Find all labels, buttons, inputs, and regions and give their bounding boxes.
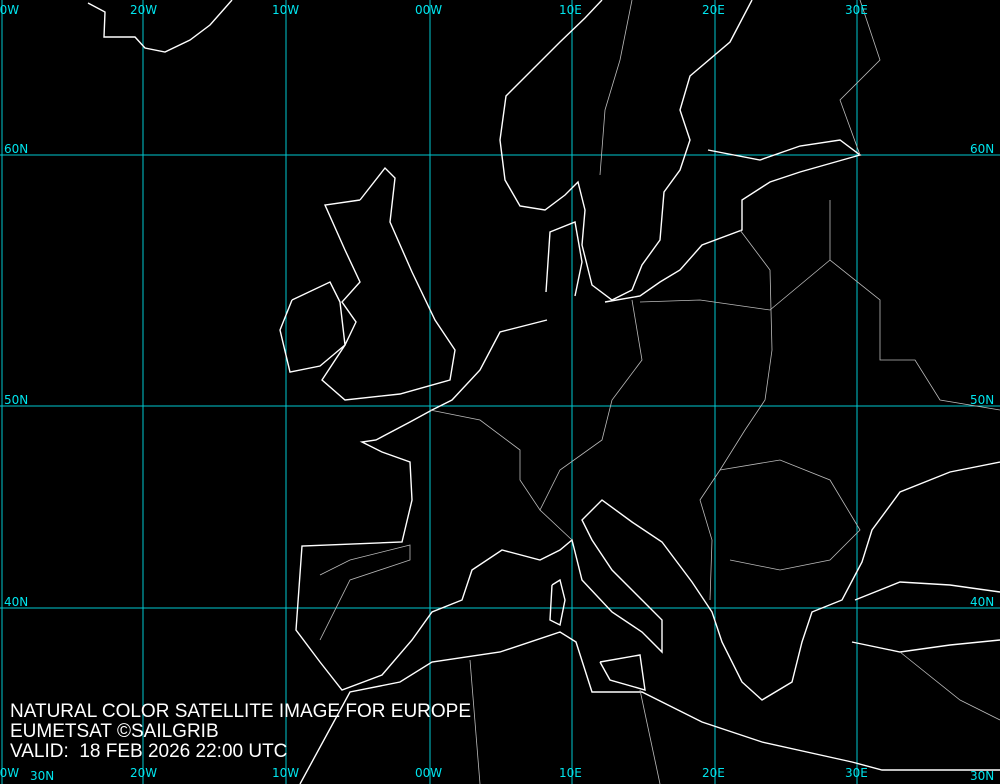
border-8	[719, 459, 861, 571]
coast-denmark	[545, 221, 583, 297]
border-12	[899, 651, 1000, 721]
lon-label-10e-top: 10E	[559, 3, 582, 17]
coast-turkey-south	[851, 639, 1000, 653]
border-7	[319, 544, 411, 641]
border-5	[829, 200, 1000, 411]
coastlines	[87, 0, 1000, 784]
border-3	[539, 299, 643, 541]
border-9	[639, 259, 831, 311]
lon-label-20e-top: 20E	[702, 3, 725, 17]
lat-label-30n-right: 30N	[970, 769, 995, 783]
coast-scandinavia	[499, 0, 753, 301]
borders	[319, 0, 1000, 784]
coast-britain	[321, 166, 456, 401]
lat-label-60n-left: 60N	[4, 142, 29, 156]
coast-sardinia-corsica	[549, 578, 566, 627]
lon-label-00w-bottom: 00W	[415, 766, 443, 780]
lat-label-30n-left: 30N	[30, 769, 55, 783]
coast-black-sea-south	[854, 581, 1000, 601]
lat-label-40n-left: 40N	[4, 595, 29, 609]
lat-label-50n-right: 50N	[970, 393, 995, 407]
border-1	[599, 0, 633, 176]
valid-time: VALID: 18 FEB 2026 22:00 UTC	[10, 741, 288, 762]
lon-label-20e-bottom: 20E	[702, 766, 725, 780]
border-10	[469, 659, 481, 784]
coast-africa	[299, 631, 1000, 784]
lat-label-40n-right: 40N	[970, 595, 995, 609]
lat-label-50n-left: 50N	[4, 393, 29, 407]
lon-label-30w-top: 30W	[0, 3, 20, 17]
map-credit: EUMETSAT ©SAILGRIB	[10, 721, 219, 742]
lon-label-30e-bottom: 30E	[845, 766, 868, 780]
coast-iceland	[87, 0, 233, 53]
lat-label-60n-right: 60N	[970, 142, 995, 156]
lon-label-30w-bottom: 30W	[0, 766, 20, 780]
coast-finland-baltic	[604, 139, 862, 303]
lon-label-10w-top: 10W	[272, 3, 300, 17]
coast-ireland	[279, 281, 346, 373]
lon-label-00w-top: 00W	[415, 3, 443, 17]
border-4	[699, 229, 773, 601]
map-title: NATURAL COLOR SATELLITE IMAGE FOR EUROPE	[10, 701, 472, 722]
lon-label-30e-top: 30E	[845, 3, 868, 17]
lon-label-10w-bottom: 10W	[272, 766, 300, 780]
coast-sicily	[599, 654, 646, 691]
border-6	[429, 409, 541, 511]
lon-label-20w-bottom: 20W	[130, 766, 158, 780]
border-2	[839, 0, 881, 156]
coast-mainland	[295, 319, 1000, 701]
border-11	[639, 689, 661, 784]
lon-label-20w-top: 20W	[130, 3, 158, 17]
lon-label-10e-bottom: 10E	[559, 766, 582, 780]
